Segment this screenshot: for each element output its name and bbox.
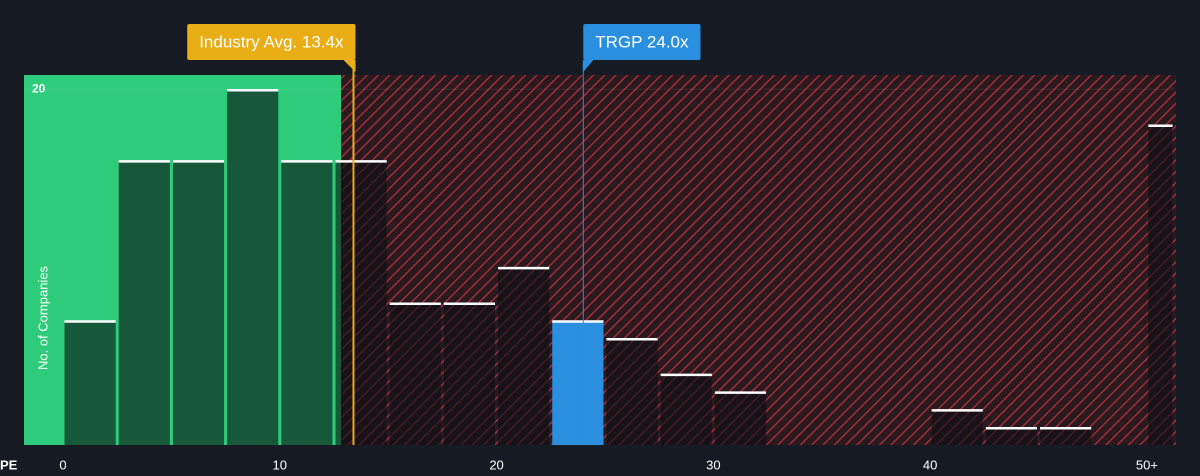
bar-group: [552, 320, 604, 445]
bar-group: [172, 160, 225, 445]
x-tick-label: 50+: [1136, 457, 1158, 472]
bar: [281, 160, 333, 445]
bar: [227, 89, 279, 445]
bar-group: [985, 426, 1038, 445]
bar-group: [389, 302, 441, 445]
bar-group: [64, 320, 116, 445]
annotation-label: Industry Avg. 13.4x: [199, 32, 344, 51]
x-tick-label: 20: [489, 457, 503, 472]
bar-group: [714, 391, 767, 445]
bar-group: [335, 160, 387, 445]
bar: [552, 320, 604, 445]
annotation-pointer: [343, 60, 356, 72]
annotation-label: TRGP 24.0x: [595, 32, 689, 51]
bar-group: [498, 266, 550, 445]
bar: [443, 302, 496, 445]
x-axis-label: PE: [0, 457, 18, 472]
x-tick-label: 30: [706, 457, 720, 472]
x-tick-label: 0: [59, 457, 66, 472]
bar-group: [227, 88, 279, 445]
annotation: Industry Avg. 13.4x: [187, 24, 356, 72]
annotation-box: [583, 24, 701, 60]
bar-group: [1040, 426, 1092, 445]
bar: [1040, 427, 1092, 445]
bar: [389, 302, 441, 445]
x-tick-label: 40: [923, 457, 937, 472]
bar: [714, 391, 767, 445]
annotation: TRGP 24.0x: [583, 24, 701, 72]
bar: [172, 160, 225, 445]
x-tick-label: 10: [273, 457, 287, 472]
bar: [606, 338, 658, 445]
bar-group: [118, 160, 170, 445]
bar: [1148, 124, 1173, 446]
bar: [498, 267, 550, 445]
bar: [335, 160, 387, 445]
bar: [118, 160, 170, 445]
bar: [64, 320, 116, 445]
annotation-box: [187, 24, 356, 60]
bar-group: [931, 409, 983, 445]
y-tick-label: 20: [32, 81, 46, 95]
bar-group: [660, 373, 712, 445]
y-axis-label: No. of Companies: [35, 265, 50, 370]
bar-group: [281, 160, 333, 445]
annotation-pointer: [583, 60, 594, 72]
bar: [931, 409, 983, 445]
bar-group: [1148, 124, 1173, 446]
bar-group: [443, 302, 496, 445]
bar: [985, 427, 1038, 445]
bar-group: [606, 338, 658, 445]
bar: [660, 373, 712, 445]
